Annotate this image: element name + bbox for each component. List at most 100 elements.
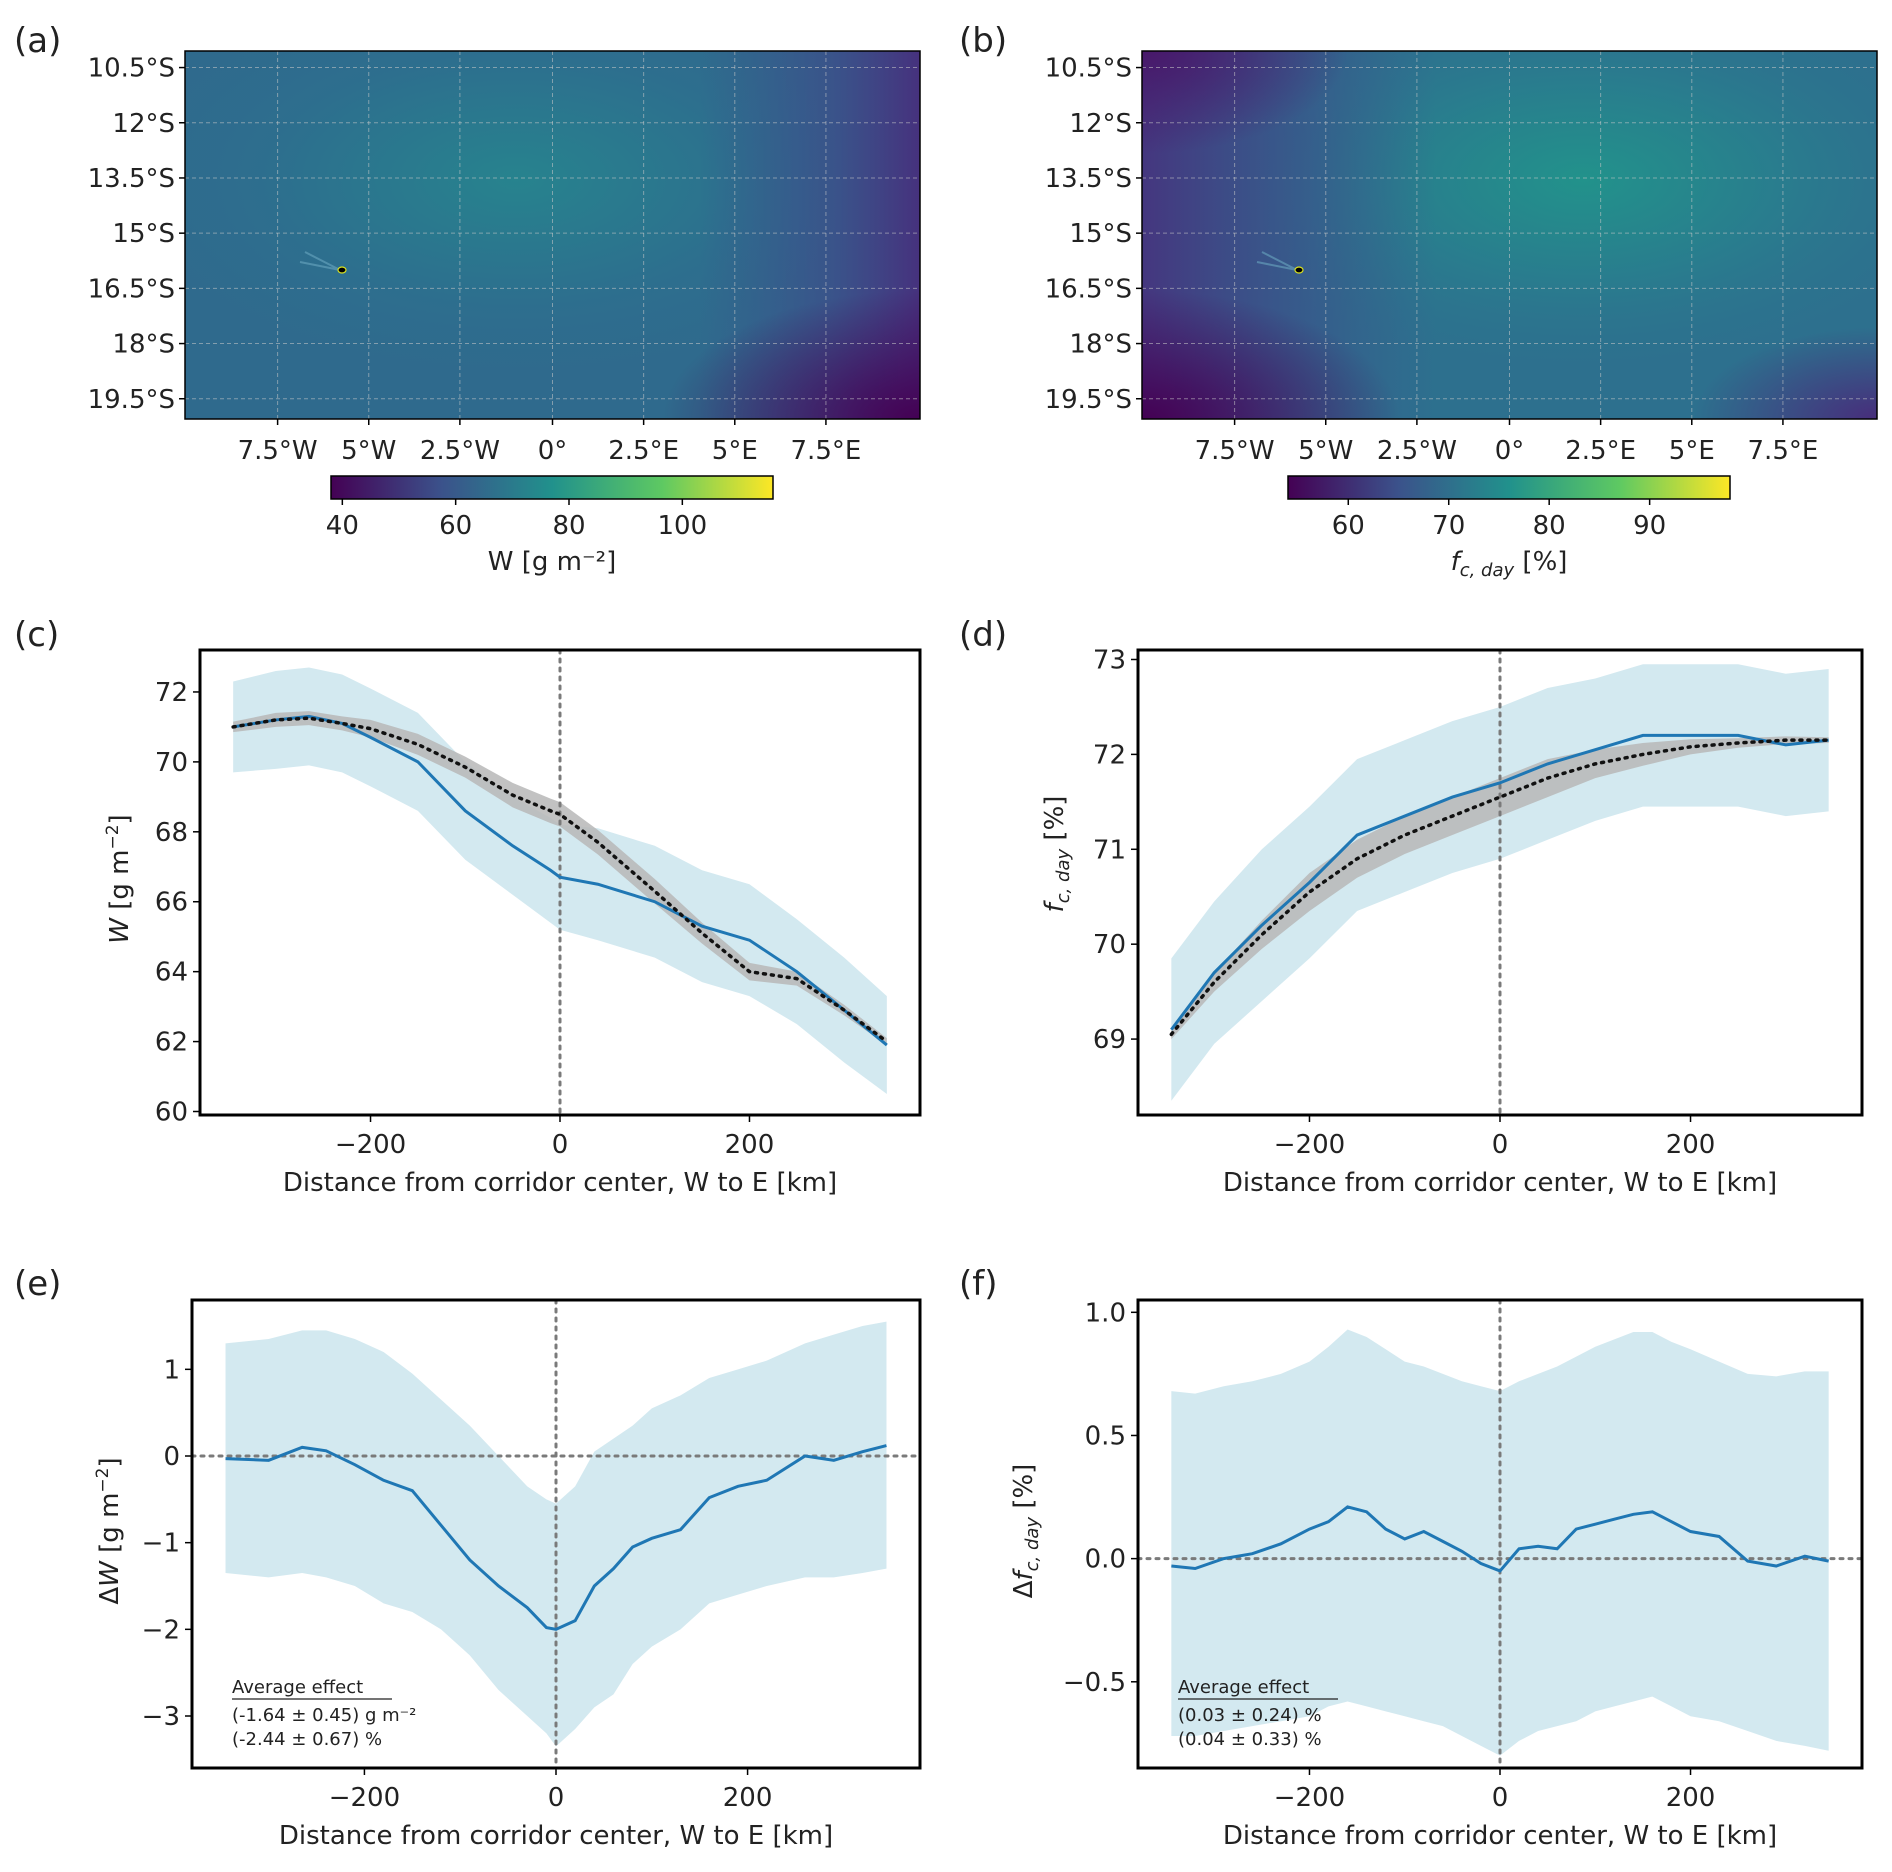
annotation-line-1: (0.03 ± 0.24) % [1178, 1705, 1322, 1726]
colorbar-tick-label: 80 [552, 511, 585, 541]
y-tick-label: 71 [1093, 835, 1126, 865]
map-x-tick-label: 5°E [712, 436, 758, 466]
y-tick-label: 70 [155, 748, 188, 778]
annotation-heading: Average effect [232, 1677, 363, 1698]
panel-c: (c) W [g m−2] 60 62 64 66 68 70 72 −200 0 200 Dist… [14, 615, 922, 1198]
y-tick-label: 0.5 [1085, 1421, 1126, 1451]
x-tick-label: −200 [335, 1130, 406, 1160]
map-x-tick-label: 0° [1495, 436, 1525, 466]
y-tick-label: 1.0 [1085, 1298, 1126, 1328]
panel-b: (b) 10.5°S 12°S 13.5°S 15°S 16.5°S 18°S 19.5°S… [959, 21, 1878, 581]
uncertainty-band [233, 667, 887, 1095]
x-tick-label: 200 [723, 1783, 773, 1813]
y-tick-label: 73 [1093, 645, 1126, 675]
map-a-x-ticks: 7.5°W 5°W 2.5°W 0° 2.5°E 5°E 7.5°E [238, 419, 862, 466]
panel-d: (d) fc, day [%] 69 70 71 72 73 −200 0 200 Distan… [959, 615, 1864, 1198]
y-tick-label: −0.5 [1063, 1668, 1126, 1698]
x-axis-label: Distance from corridor center, W to E [k… [283, 1168, 837, 1198]
map-x-tick-label: 7.5°W [238, 436, 318, 466]
colorbar-tick-label: 40 [326, 511, 359, 541]
map-x-tick-label: 7.5°E [1748, 436, 1819, 466]
colorbar-a [330, 475, 774, 500]
map-b-gridlines [1142, 51, 1877, 419]
y-tick-label: 1 [163, 1355, 180, 1385]
axis-c-ylabel: W [g m−2] [103, 814, 135, 943]
map-y-tick-label: 18°S [112, 330, 175, 360]
panel-label-c: (c) [14, 615, 59, 655]
panel-a: (a) 10.5°S 12°S 13.5°S 15°S 16.5°S 18°S 19.5°S… [14, 21, 921, 577]
y-tick-label: −2 [142, 1615, 180, 1645]
y-tick-label: 60 [155, 1098, 188, 1128]
x-tick-label: 0 [548, 1783, 565, 1813]
y-tick-label: 70 [1093, 930, 1126, 960]
colorbar-a-label: W [g m⁻²] [488, 547, 617, 577]
x-tick-label: 0 [1492, 1783, 1509, 1813]
map-y-tick-label: 16.5°S [88, 274, 175, 304]
map-y-tick-label: 19.5°S [1045, 385, 1132, 415]
map-y-tick-label: 19.5°S [88, 385, 175, 415]
map-y-tick-label: 15°S [112, 219, 175, 249]
panel-label-f: (f) [959, 1264, 998, 1304]
y-tick-label: 69 [1093, 1025, 1126, 1055]
x-tick-label: 0 [552, 1130, 569, 1160]
map-x-tick-label: 2.5°E [1565, 436, 1636, 466]
fit-line [1169, 738, 1831, 1037]
series-line [1171, 1505, 1829, 1573]
map-y-tick-label: 12°S [1069, 109, 1132, 139]
x-axis-label: Distance from corridor center, W to E [k… [1223, 1821, 1777, 1851]
colorbar-a-ticks: 40 60 80 100 [326, 499, 707, 541]
panel-label-e: (e) [14, 1264, 61, 1304]
y-tick-label: 72 [155, 678, 188, 708]
panel-label-d: (d) [959, 615, 1007, 655]
map-x-tick-label: 2.5°W [420, 436, 500, 466]
map-y-tick-label: 13.5°S [1045, 164, 1132, 194]
colorbar-b-ticks: 60 70 80 90 [1332, 499, 1666, 541]
map-x-tick-label: 2.5°E [608, 436, 679, 466]
map-y-tick-label: 15°S [1069, 219, 1132, 249]
map-y-tick-label: 13.5°S [88, 164, 175, 194]
series-line [225, 1444, 887, 1631]
map-b-x-ticks: 7.5°W 5°W 2.5°W 0° 2.5°E 5°E 7.5°E [1195, 419, 1819, 466]
map-x-tick-label: 5°W [1298, 436, 1353, 466]
y-tick-label: 0 [163, 1442, 180, 1472]
annotation-line-2: (0.04 ± 0.33) % [1178, 1729, 1322, 1750]
annotation-heading: Average effect [1178, 1677, 1309, 1698]
map-a-corridor-marker [299, 251, 347, 274]
annotation-line-2: (-2.44 ± 0.67) % [232, 1729, 382, 1750]
map-y-tick-label: 12°S [112, 109, 175, 139]
colorbar-tick-label: 100 [658, 511, 708, 541]
y-tick-label: 62 [155, 1028, 188, 1058]
map-x-tick-label: 0° [538, 436, 568, 466]
x-axis-label: Distance from corridor center, W to E [k… [279, 1821, 833, 1851]
map-b-corridor-marker [1256, 251, 1304, 274]
y-tick-label: 64 [155, 958, 188, 988]
series-line [1170, 733, 1829, 1031]
y-tick-label: −3 [142, 1702, 180, 1732]
uncertainty-band [1171, 664, 1829, 1101]
colorbar-tick-label: 60 [1332, 511, 1365, 541]
colorbar-b-label: fc, day [%] [1451, 547, 1568, 581]
y-tick-label: 68 [155, 818, 188, 848]
map-y-tick-label: 16.5°S [1045, 274, 1132, 304]
colorbar-tick-label: 80 [1533, 511, 1566, 541]
map-x-tick-label: 7.5°E [791, 436, 862, 466]
map-y-tick-label: 18°S [1069, 330, 1132, 360]
colorbar-tick-label: 70 [1432, 511, 1465, 541]
fit-line [231, 716, 889, 1044]
map-b-y-ticks: 10.5°S 12°S 13.5°S 15°S 16.5°S 18°S 19.5°S [1045, 54, 1142, 415]
annotation-line-1: (-1.64 ± 0.45) g m⁻² [232, 1705, 416, 1726]
panel-f: (f) Δfc, day [%] −0.5 0.0 0.5 1.0 −200 0 200 Di… [959, 1264, 1864, 1851]
map-y-tick-label: 10.5°S [88, 54, 175, 84]
panel-label-a: (a) [14, 21, 61, 61]
map-x-tick-label: 5°W [341, 436, 396, 466]
x-tick-label: −200 [329, 1783, 400, 1813]
x-tick-label: −200 [1274, 1783, 1345, 1813]
colorbar-b [1287, 475, 1731, 500]
map-a-gridlines [185, 51, 920, 419]
x-tick-label: 0 [1492, 1130, 1509, 1160]
axis-f-ylabel: Δfc, day [%] [1009, 1464, 1043, 1599]
x-tick-label: 200 [725, 1130, 775, 1160]
x-tick-label: 200 [1666, 1130, 1716, 1160]
y-tick-label: 72 [1093, 740, 1126, 770]
